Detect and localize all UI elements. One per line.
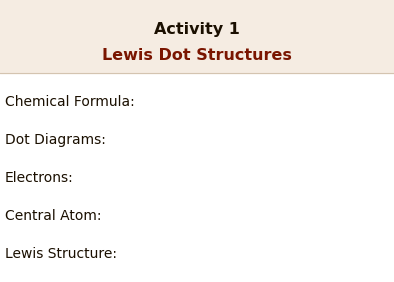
Text: Dot Diagrams:: Dot Diagrams:: [5, 133, 106, 147]
Text: Central Atom:: Central Atom:: [5, 209, 102, 223]
Text: Lewis Structure:: Lewis Structure:: [5, 247, 117, 261]
Text: Electrons:: Electrons:: [5, 171, 74, 185]
Text: Chemical Formula:: Chemical Formula:: [5, 95, 135, 109]
Text: Lewis Dot Structures: Lewis Dot Structures: [102, 48, 292, 63]
Text: Activity 1: Activity 1: [154, 22, 240, 37]
Bar: [0, 0, 394, 73]
